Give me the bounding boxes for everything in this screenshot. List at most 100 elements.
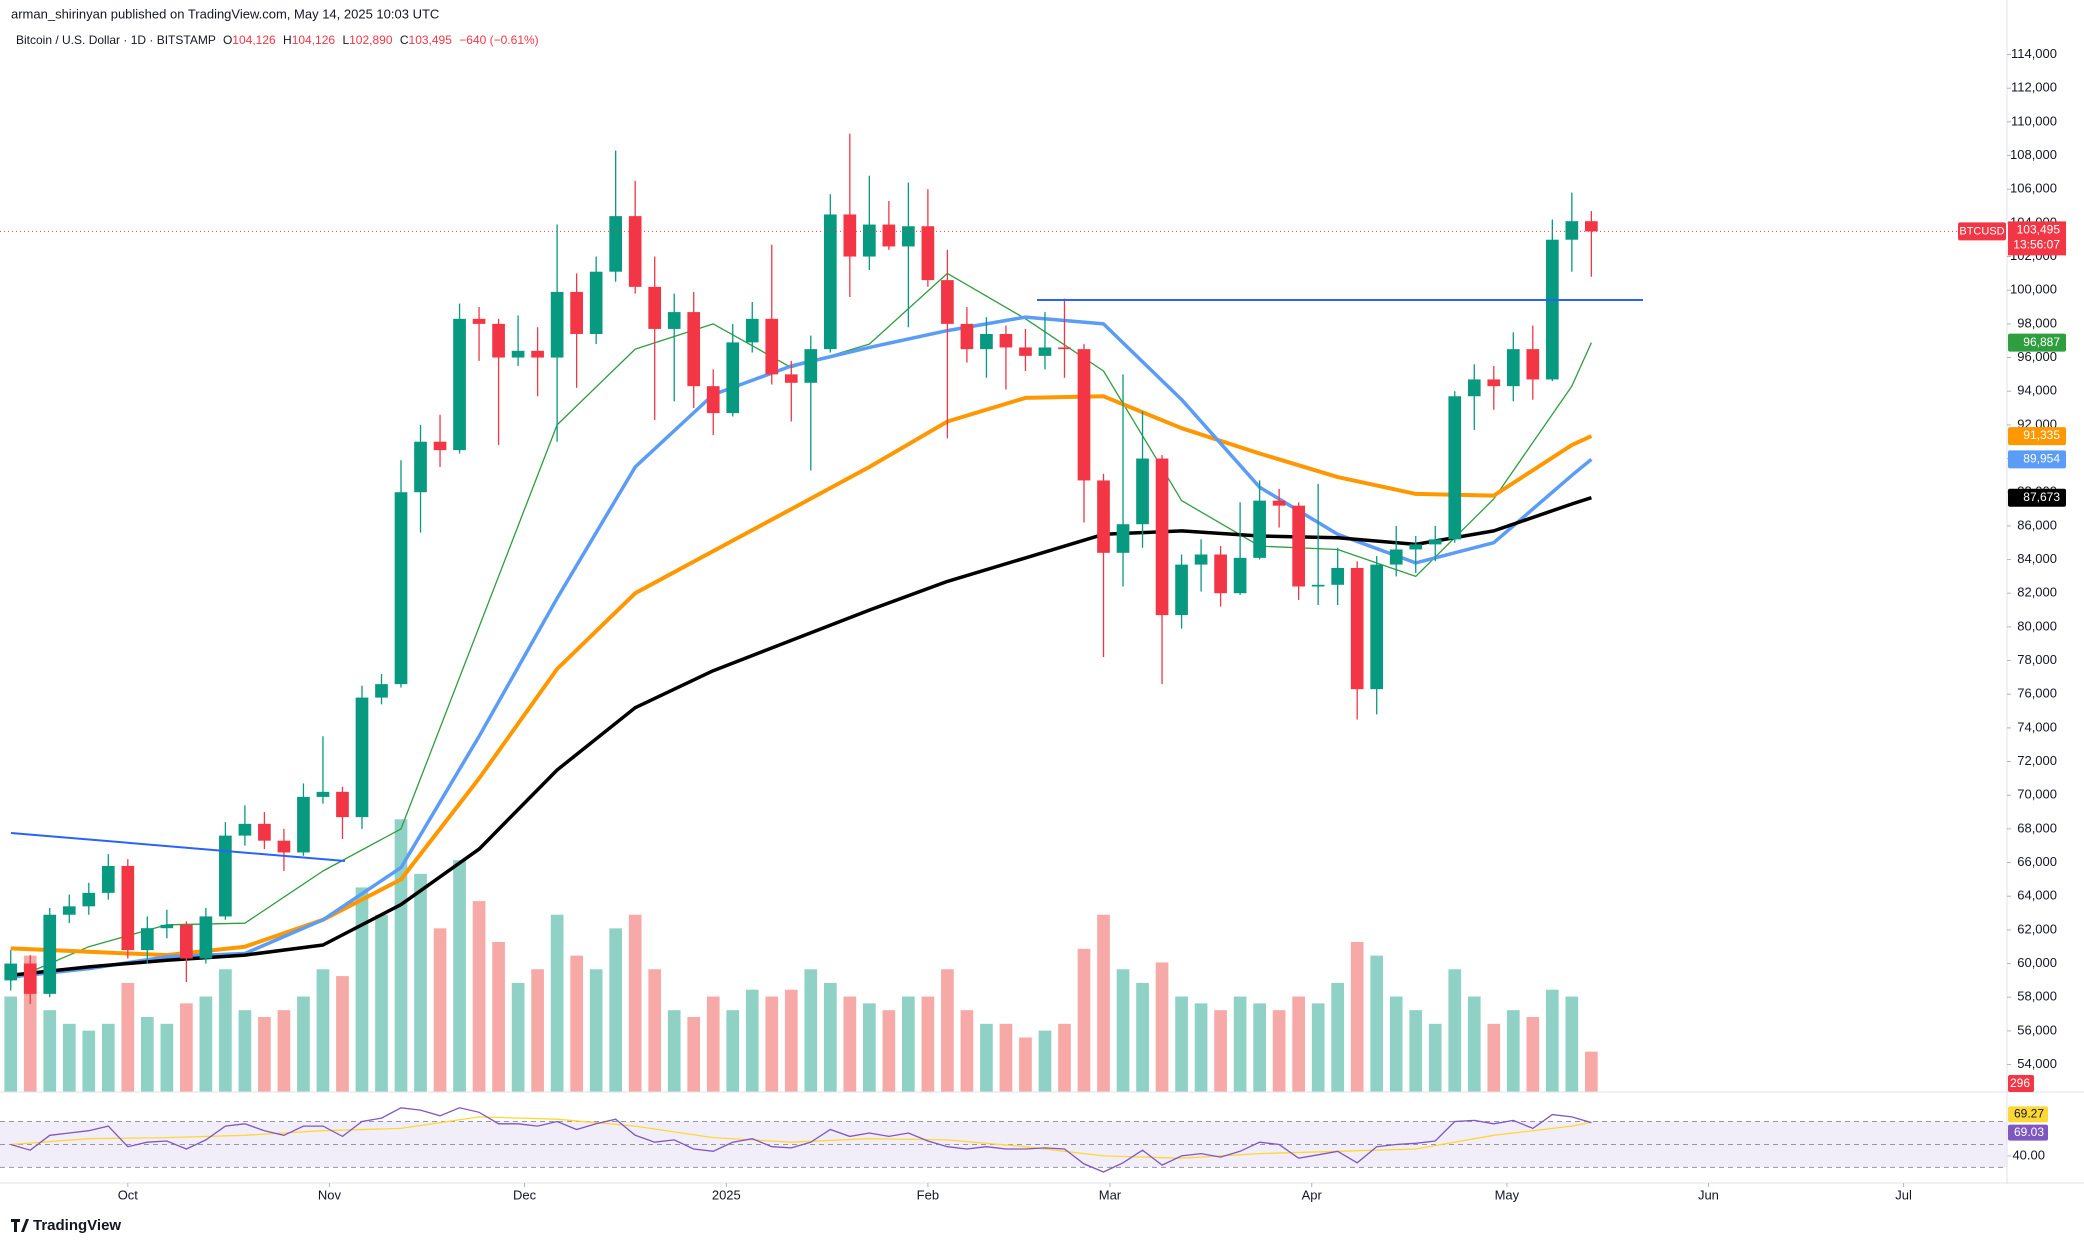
volume-bar	[121, 982, 135, 1092]
volume-bar	[706, 996, 720, 1092]
candle-body	[258, 823, 271, 841]
candle-body	[550, 291, 564, 358]
y-tick-label: 56,000	[2017, 1022, 2057, 1037]
candle-body	[121, 865, 135, 951]
legend-key: L	[342, 33, 349, 47]
candle-body	[843, 214, 857, 257]
volume-bar	[628, 914, 642, 1092]
candle-body	[101, 865, 115, 893]
candle-body	[238, 823, 252, 836]
legend: Bitcoin / U.S. Dollar · 1D · BITSTAMP O1…	[16, 33, 539, 47]
price-badge	[2008, 221, 2066, 256]
volume-bar	[394, 819, 408, 1092]
x-tick-label: Feb	[917, 1187, 939, 1202]
volume-bar	[902, 996, 915, 1092]
volume-bar	[4, 996, 18, 1092]
volume-bar	[62, 1023, 76, 1092]
y-tick-label: 94,000	[2017, 383, 2057, 398]
x-tick-label: Apr	[1302, 1187, 1323, 1202]
candle-body	[531, 350, 544, 358]
candle-body	[823, 214, 837, 350]
candle-body	[1233, 557, 1247, 594]
symbol-badge-text: BTCUSD	[1959, 225, 2004, 237]
candle-body	[1545, 239, 1559, 380]
volume-bar	[219, 969, 232, 1092]
volume-bar	[1097, 914, 1110, 1092]
y-tick-label: 100,000	[2010, 282, 2057, 297]
candle-body	[1467, 379, 1481, 397]
candle-body	[609, 216, 623, 272]
candle-body	[1409, 544, 1423, 550]
candle-body	[1506, 349, 1520, 387]
volume-bar	[1253, 1003, 1266, 1092]
y-tick-label: 58,000	[2017, 989, 2057, 1004]
volume-bar	[1058, 1023, 1071, 1092]
ma-badge	[2008, 427, 2066, 446]
trend-line	[10, 832, 346, 862]
volume-bar	[160, 1023, 174, 1092]
volume-bar	[277, 1010, 291, 1092]
candle-body	[433, 441, 447, 451]
candle-body	[1077, 349, 1091, 481]
candle-body	[82, 892, 96, 907]
candle-body	[1155, 458, 1169, 616]
y-tick-label: 72,000	[2017, 753, 2057, 768]
candle-body	[472, 318, 486, 324]
volume-layer	[4, 819, 1598, 1092]
candle-body	[745, 318, 759, 343]
volume-bar	[1038, 1030, 1052, 1092]
axis-layer: 54,000 56,000 58,000 60,000 62,000 64,000 66,0…	[118, 46, 2057, 1202]
volume-bar	[921, 996, 935, 1092]
candle-body	[1292, 505, 1305, 587]
volume-bar	[238, 1010, 252, 1092]
volume-bar	[609, 928, 623, 1092]
y-tick-label: 76,000	[2017, 686, 2057, 701]
volume-bar	[1077, 948, 1091, 1092]
volume-bar	[823, 982, 837, 1092]
rsi-ma-badge-text: 69.27	[2014, 1107, 2044, 1121]
volume-bar	[804, 969, 818, 1092]
x-tick-label: Mar	[1099, 1187, 1122, 1202]
candle-body	[1428, 539, 1442, 545]
price-badge-text: 103,495	[2017, 223, 2061, 237]
candle-body	[297, 796, 310, 853]
y-tick-label: 70,000	[2017, 787, 2057, 802]
volume-bar	[1506, 1010, 1520, 1092]
volume-bar	[765, 996, 779, 1092]
volume-bar	[1448, 969, 1462, 1092]
y-tick-label: 54,000	[2017, 1056, 2057, 1071]
y-tick-label: 80,000	[2017, 618, 2057, 633]
candle-body	[902, 226, 915, 247]
legend-value: 104,126	[232, 33, 276, 47]
volume-bar	[1116, 969, 1130, 1092]
candle-body	[1350, 567, 1364, 690]
volume-bar	[433, 928, 447, 1092]
volume-bar	[414, 873, 427, 1092]
y-tick-label: 110,000	[2011, 113, 2057, 128]
x-tick-label: Jul	[1895, 1187, 1912, 1202]
volume-bar	[1409, 1010, 1423, 1092]
volume-bar	[1175, 996, 1188, 1092]
y-tick-label: 62,000	[2017, 921, 2057, 936]
candle-body	[511, 350, 525, 358]
ma-badge-text: 87,673	[2023, 490, 2060, 504]
logo-icon	[11, 1219, 29, 1232]
candle-body	[336, 791, 349, 818]
volume-bar	[863, 1003, 876, 1092]
candle-body	[1058, 347, 1071, 350]
volume-bar	[1370, 955, 1384, 1092]
y-tick-label: 64,000	[2017, 888, 2057, 903]
candle-body	[1311, 584, 1325, 587]
candle-body	[414, 441, 427, 493]
y-tick-label: 98,000	[2017, 315, 2057, 330]
candle-body	[1448, 396, 1462, 540]
ma-badge-text: 96,887	[2023, 335, 2060, 349]
volume-bar	[43, 1010, 57, 1092]
candle-body	[4, 963, 18, 981]
volume-bar	[140, 1017, 154, 1092]
ma-badge	[2008, 333, 2066, 352]
volume-bar	[999, 1023, 1013, 1092]
volume-bar	[453, 860, 466, 1092]
candle-body	[1175, 564, 1188, 616]
